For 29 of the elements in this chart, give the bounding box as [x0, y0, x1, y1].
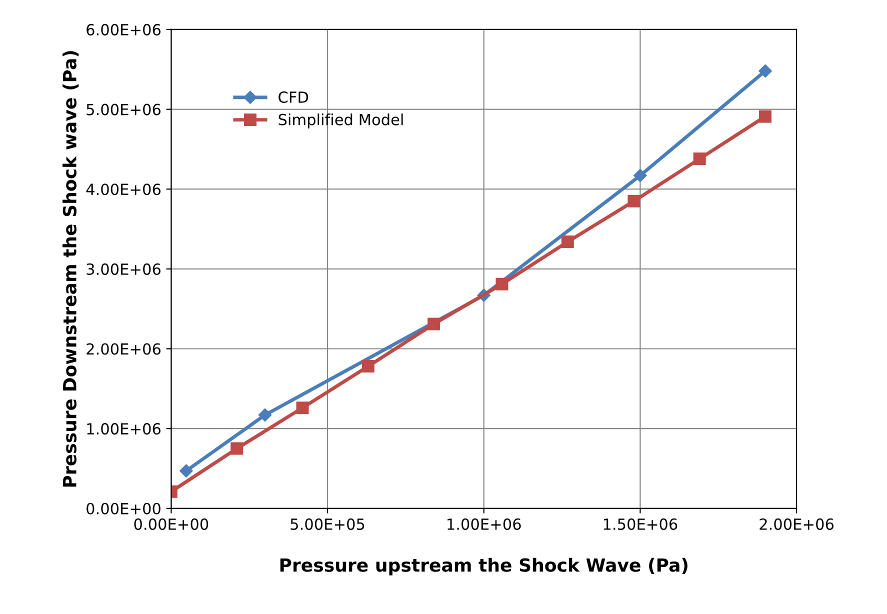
point — [496, 278, 508, 290]
point — [258, 408, 272, 422]
point — [693, 152, 706, 166]
x-tick-label: 2.00E+06 — [760, 518, 834, 530]
point — [759, 110, 772, 123]
legend-label: Simplified Model — [278, 114, 403, 128]
y-tick-label: 5.00E+06 — [86, 104, 161, 116]
point — [634, 168, 647, 182]
point — [758, 64, 772, 78]
x-axis-title: Pressure upstream the Shock Wave (Pa) — [280, 558, 688, 576]
legend-label: CFD — [278, 91, 308, 103]
y-tick-label: 0.00E+00 — [86, 502, 160, 514]
x-tick-label: 1.50E+06 — [604, 518, 678, 530]
point — [296, 402, 309, 414]
x-tick-label: 1.00E+06 — [448, 518, 521, 530]
point — [561, 236, 574, 248]
y-tick-label: 3.00E+06 — [86, 263, 161, 275]
x-tick-label: 5.00E+05 — [290, 518, 364, 530]
point — [428, 318, 440, 330]
y-tick-label: 1.00E+06 — [87, 423, 161, 435]
point — [628, 194, 640, 208]
y-tick-label: 2.00E+06 — [86, 343, 161, 355]
point — [362, 360, 374, 373]
y-axis-title: Pressure Downstream the Shock wave (Pa) — [62, 51, 79, 487]
y-tick-label: 6.00E+06 — [86, 24, 161, 36]
point — [230, 442, 244, 455]
y-tick-label: 4.00E+06 — [86, 184, 161, 196]
x-tick-label: 0.00E+00 — [134, 518, 208, 530]
point — [180, 464, 193, 478]
